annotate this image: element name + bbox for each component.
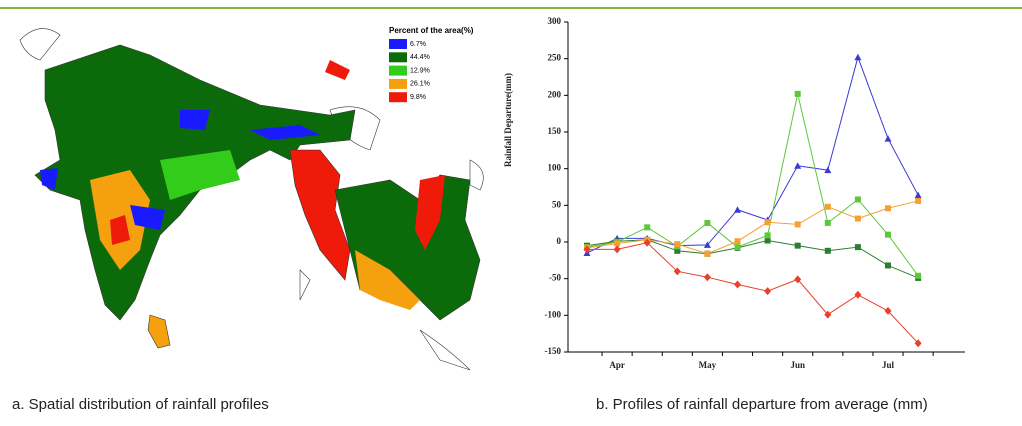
map-legend: Percent of the area(%) 6.7% 44.4% 12.9% 26.…	[389, 26, 474, 103]
legend-title: Percent of the area(%)	[389, 26, 474, 35]
marker	[674, 247, 681, 254]
marker	[794, 275, 802, 284]
marker	[854, 196, 861, 203]
x-tick-label: Jun	[790, 360, 805, 370]
series-line	[586, 93, 919, 277]
marker	[885, 231, 891, 238]
marker	[794, 90, 801, 97]
caption: a. Spatial distribution of rainfall prof…	[12, 396, 269, 413]
legend-label: 26.1%	[410, 81, 430, 88]
legend-swatch	[389, 92, 407, 103]
marker	[734, 206, 741, 213]
marker	[703, 273, 711, 282]
patch	[160, 150, 240, 200]
marker	[854, 53, 862, 61]
patch	[40, 110, 320, 190]
marker	[885, 262, 891, 269]
marker	[824, 247, 831, 254]
marker	[884, 306, 892, 315]
x-tick-label: Apr	[609, 360, 625, 370]
marker	[915, 197, 922, 204]
marker	[885, 205, 891, 212]
legend-swatch	[389, 52, 407, 63]
marker	[854, 290, 862, 299]
x-tick-label: Jul	[882, 360, 895, 370]
region-myanmar	[289, 149, 351, 281]
y-tick-label: -50	[549, 273, 561, 283]
marker	[764, 237, 771, 244]
y-tick-label: 0	[557, 236, 562, 246]
region-sri-lanka	[147, 314, 171, 349]
y-tick-label: -100	[545, 309, 562, 319]
marker	[673, 267, 681, 276]
marker	[703, 241, 711, 248]
series-line	[586, 200, 919, 255]
y-tick-label: 300	[548, 16, 562, 26]
y-tick-label: 100	[548, 163, 562, 173]
marker	[854, 244, 861, 251]
marker	[583, 245, 591, 254]
y-tick-label: -150	[545, 346, 562, 356]
patch	[355, 250, 420, 310]
legend-label: 6.7%	[410, 41, 426, 48]
legend-label: 9.8%	[410, 94, 426, 101]
marker	[764, 232, 771, 239]
caption: b. Profiles of rainfall departure from a…	[596, 396, 928, 413]
legend-swatch	[389, 78, 407, 89]
marker	[915, 272, 922, 279]
series-line	[586, 55, 919, 254]
marker	[794, 221, 801, 228]
map	[19, 28, 484, 371]
patch	[415, 175, 445, 250]
y-axis-label: Rainfall Departure(mm)	[503, 73, 513, 167]
marker	[794, 162, 802, 169]
marker	[704, 219, 711, 226]
legend-label: 44.4%	[410, 54, 430, 61]
y-tick-label: 250	[548, 53, 562, 63]
y-tick-label: 150	[548, 126, 562, 136]
marker	[764, 287, 772, 296]
marker	[884, 135, 892, 142]
marker	[824, 203, 831, 210]
marker	[644, 224, 651, 231]
marker	[734, 280, 741, 289]
legend-swatch	[389, 39, 407, 49]
marker	[643, 238, 651, 247]
marker	[734, 238, 741, 245]
marker	[704, 250, 711, 257]
legend-label: 12.9%	[410, 67, 430, 74]
y-tick-label: 50	[552, 199, 562, 209]
x-tick-label: May	[699, 360, 717, 370]
coastline	[19, 28, 484, 371]
marker	[824, 166, 832, 174]
marker	[914, 191, 922, 199]
marker	[794, 242, 801, 249]
marker	[854, 215, 861, 222]
marker	[824, 310, 832, 319]
series-line	[587, 242, 919, 344]
y-tick-label: 200	[548, 89, 562, 99]
marker	[764, 219, 771, 226]
marker	[914, 339, 922, 348]
marker	[674, 241, 681, 248]
marker	[824, 219, 831, 226]
patch	[130, 205, 165, 230]
marker	[614, 240, 621, 247]
marker	[613, 245, 621, 254]
legend-swatch	[389, 65, 407, 76]
marker	[734, 244, 741, 251]
